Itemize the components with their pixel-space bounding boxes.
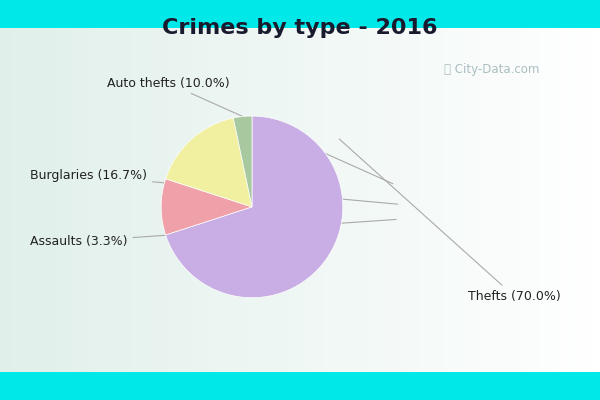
Text: Crimes by type - 2016: Crimes by type - 2016 xyxy=(162,18,438,38)
Text: Auto thefts (10.0%): Auto thefts (10.0%) xyxy=(107,76,393,184)
Text: ⓘ City-Data.com: ⓘ City-Data.com xyxy=(445,63,539,76)
Wedge shape xyxy=(233,116,252,207)
Wedge shape xyxy=(166,116,343,298)
Text: Thefts (70.0%): Thefts (70.0%) xyxy=(339,139,561,303)
Wedge shape xyxy=(161,179,252,235)
Text: Assaults (3.3%): Assaults (3.3%) xyxy=(30,220,396,248)
Text: Burglaries (16.7%): Burglaries (16.7%) xyxy=(30,170,398,204)
Wedge shape xyxy=(166,118,252,207)
